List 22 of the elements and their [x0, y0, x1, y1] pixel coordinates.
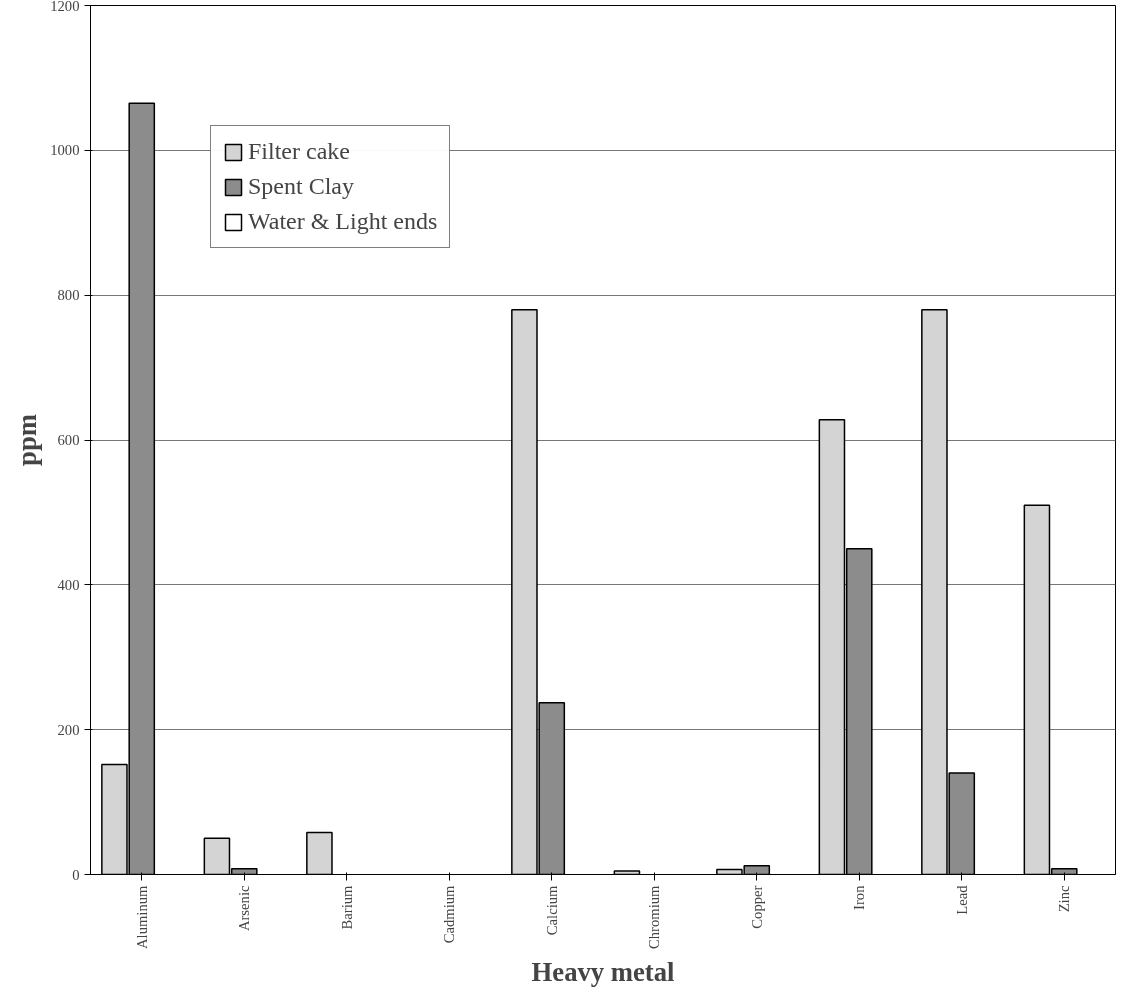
legend-label: Water & Light ends: [248, 208, 438, 235]
y-tick-label: 800: [57, 287, 80, 304]
y-tick-label: 600: [57, 432, 80, 448]
legend-label: Spent Clay: [248, 173, 354, 200]
x-tick-label: Arsenic: [236, 885, 253, 932]
y-tick-label: 1000: [50, 142, 80, 159]
y-axis-title: ppm: [12, 414, 43, 466]
x-tick-label: Cadmium: [441, 884, 458, 944]
x-tick-label: Chromium: [646, 884, 663, 950]
x-tick-label: Iron: [851, 884, 868, 910]
x-tick-label: Barium: [338, 884, 355, 930]
y-tick-label: 1200: [50, 0, 80, 14]
x-tick-label: Aluminum: [133, 884, 150, 950]
x-axis-title: Heavy metal: [531, 957, 675, 988]
y-tick-label: 200: [57, 721, 80, 738]
x-tick-label: Zinc: [1056, 885, 1073, 913]
x-tick-label: Copper: [748, 885, 765, 929]
y-tick-label: 400: [57, 576, 80, 593]
x-tick-label: Calcium: [543, 884, 560, 936]
legend-label: Filter cake: [248, 138, 350, 165]
y-tick-label: 0: [72, 866, 80, 883]
x-tick-label: Lead: [953, 884, 970, 915]
